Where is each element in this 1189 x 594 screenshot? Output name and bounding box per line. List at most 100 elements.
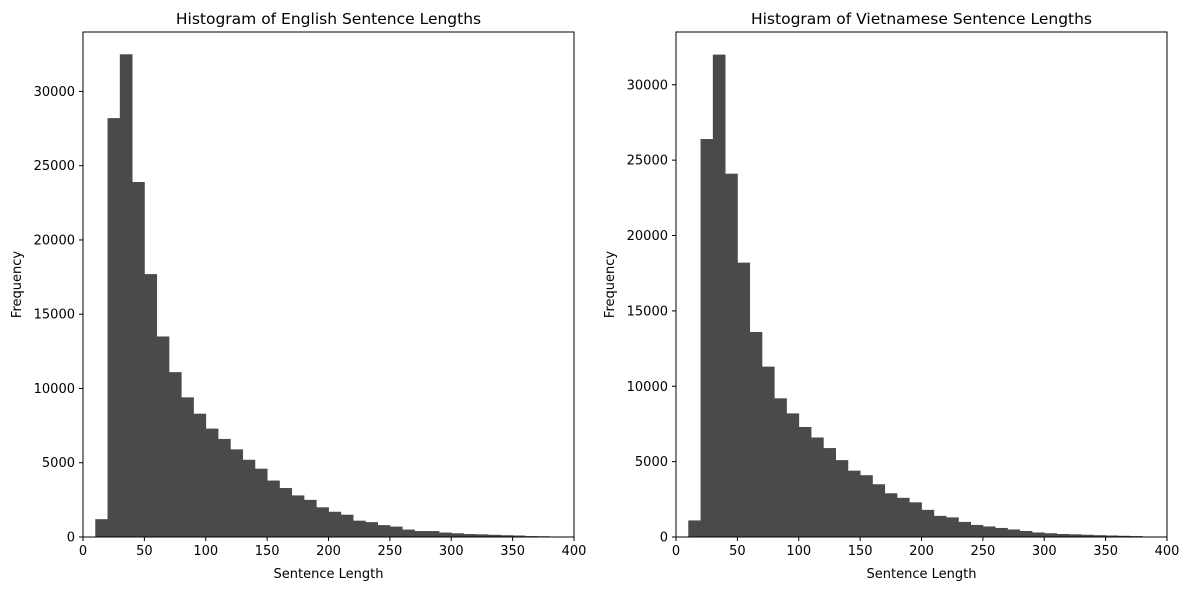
histogram-bar <box>860 475 873 537</box>
x-tick-label: 400 <box>562 544 587 559</box>
chart-title: Histogram of English Sentence Lengths <box>176 10 481 28</box>
x-tick-label: 250 <box>377 544 402 559</box>
histogram-bar <box>279 488 292 537</box>
y-tick-label: 25000 <box>34 159 75 174</box>
histogram-bar <box>427 531 440 537</box>
histogram-bar <box>120 54 133 537</box>
y-tick-label: 20000 <box>34 233 75 248</box>
histogram-bar <box>958 522 971 537</box>
x-tick-label: 300 <box>1032 544 1057 559</box>
histogram-bar <box>451 533 464 537</box>
histogram-bar <box>909 502 922 537</box>
histogram-bar <box>439 533 452 537</box>
histogram-bar <box>897 498 910 537</box>
histogram-bar <box>255 469 268 537</box>
histogram-bar <box>132 182 145 537</box>
histogram-bar <box>402 530 415 537</box>
x-tick-label: 0 <box>672 544 680 559</box>
y-tick-label: 10000 <box>627 380 668 395</box>
histogram-bar <box>218 439 231 537</box>
x-tick-label: 150 <box>255 544 280 559</box>
histogram-bar <box>983 526 996 537</box>
histogram-bar <box>774 398 787 537</box>
histogram-bar <box>836 460 849 537</box>
y-tick-label: 20000 <box>627 229 668 244</box>
histogram-bar <box>206 429 219 537</box>
y-tick-label: 30000 <box>34 85 75 100</box>
x-tick-label: 350 <box>500 544 525 559</box>
x-tick-label: 350 <box>1093 544 1118 559</box>
histogram-bar <box>786 413 799 537</box>
x-axis-label: Sentence Length <box>867 567 977 582</box>
histogram-bar <box>181 397 194 537</box>
histogram-bar <box>230 449 243 537</box>
histogram-bar <box>95 519 108 537</box>
histogram-bar <box>1020 531 1033 537</box>
histogram-bar <box>316 507 329 537</box>
histogram-bar <box>353 521 366 537</box>
histogram-bar <box>329 512 342 537</box>
histogram-bar <box>157 336 170 537</box>
histogram-bar <box>713 55 726 537</box>
histogram-bar <box>725 174 738 537</box>
histogram-bar <box>799 427 812 537</box>
histogram-bar <box>378 525 391 537</box>
y-tick-label: 5000 <box>42 456 75 471</box>
x-tick-label: 300 <box>439 544 464 559</box>
y-axis-label: Frequency <box>10 251 25 318</box>
x-tick-label: 0 <box>79 544 87 559</box>
y-tick-label: 30000 <box>627 78 668 93</box>
x-tick-label: 150 <box>848 544 873 559</box>
y-tick-label: 15000 <box>627 304 668 319</box>
y-tick-label: 15000 <box>34 308 75 323</box>
histogram-bar <box>365 522 378 537</box>
histogram-bar <box>762 367 775 537</box>
histogram-bar <box>971 525 984 537</box>
histogram-bar <box>1007 529 1020 537</box>
y-tick-label: 10000 <box>34 382 75 397</box>
histogram-bar <box>823 448 836 537</box>
histogram-bar <box>292 495 305 537</box>
histogram-bar <box>390 527 403 537</box>
histogram-bar <box>946 517 959 537</box>
histogram-bar <box>750 332 763 537</box>
histogram-bar <box>737 263 750 537</box>
y-tick-label: 5000 <box>635 455 668 470</box>
histogram-bar <box>267 481 280 537</box>
histogram-bar <box>341 515 354 537</box>
x-tick-label: 400 <box>1155 544 1180 559</box>
x-tick-label: 200 <box>909 544 934 559</box>
histogram-bar <box>108 118 121 537</box>
y-axis-label: Frequency <box>603 251 618 318</box>
histogram-bar <box>995 528 1008 537</box>
y-tick-label: 0 <box>660 531 668 546</box>
y-tick-label: 0 <box>67 531 75 546</box>
histogram-bar <box>688 520 701 537</box>
histogram-bar <box>304 500 317 537</box>
histogram-bar <box>701 139 714 537</box>
x-tick-label: 100 <box>786 544 811 559</box>
histogram-bar <box>1044 533 1057 537</box>
histogram-bar <box>243 460 256 537</box>
x-axis-label: Sentence Length <box>274 567 384 582</box>
histogram-bar <box>414 531 427 537</box>
histogram-bar <box>922 510 935 537</box>
chart-title: Histogram of Vietnamese Sentence Lengths <box>751 10 1092 28</box>
x-tick-label: 200 <box>316 544 341 559</box>
histogram-bar <box>1032 532 1045 537</box>
histogram-bar <box>885 493 898 537</box>
x-tick-label: 50 <box>136 544 153 559</box>
histogram-bar <box>144 274 157 537</box>
x-tick-label: 50 <box>729 544 746 559</box>
histogram-bar <box>193 414 206 537</box>
histogram-bar <box>169 372 182 537</box>
histogram-bar <box>872 484 885 537</box>
histogram-panel-2: 0 50 100 150 200 250 300 350 400 0 5000 10000 15000 2… <box>603 10 1179 582</box>
histogram-bar <box>848 471 861 537</box>
histogram-bar <box>811 438 824 537</box>
y-tick-label: 25000 <box>627 154 668 169</box>
x-tick-label: 250 <box>970 544 995 559</box>
